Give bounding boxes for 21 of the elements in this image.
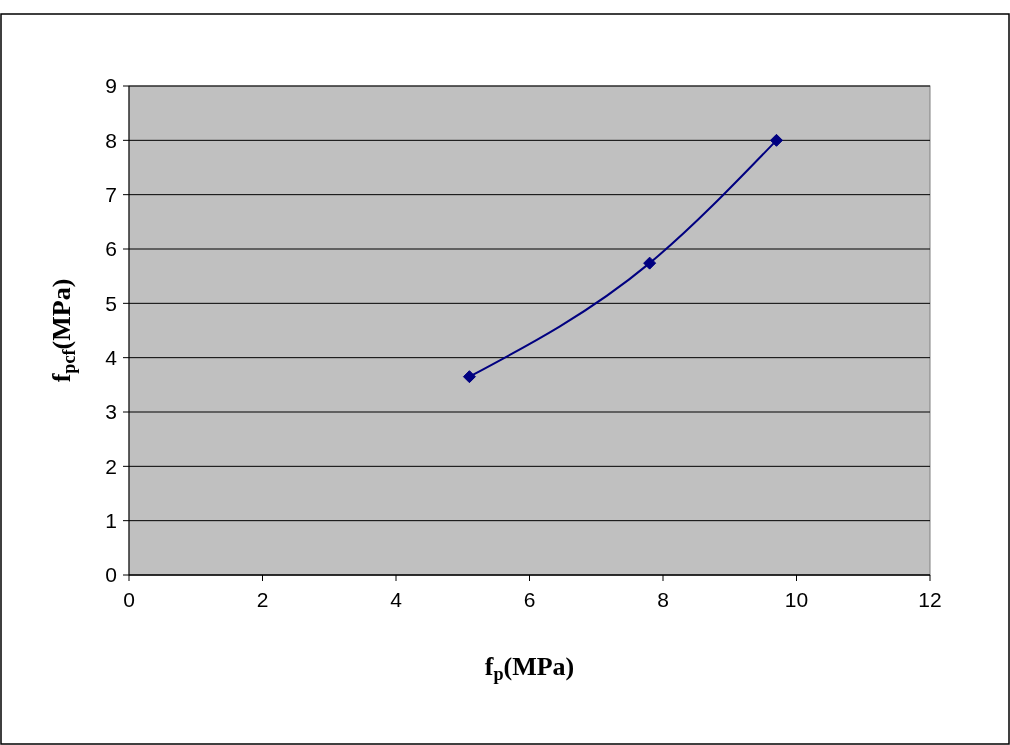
point: [462, 370, 476, 384]
x-tick-label: 6: [523, 588, 536, 611]
x-tick-label: 10: [784, 588, 809, 611]
point: [769, 133, 783, 147]
y-tick-label: 6: [105, 237, 117, 261]
point: [643, 256, 657, 270]
x-tick-label: 12: [918, 588, 942, 611]
y-tick-label: 2: [105, 454, 117, 478]
y-tick-label: 1: [105, 509, 117, 533]
x-tick-label: 8: [657, 588, 669, 611]
y-tick-label: 4: [105, 346, 118, 370]
x-tick-label: 4: [390, 588, 403, 611]
y-tick-label: 9: [105, 74, 117, 98]
y-tick-label: 8: [105, 128, 117, 152]
x-tick-label: 0: [123, 588, 135, 611]
x-axis-title: f$_{p}$(MPa): [484, 652, 575, 684]
x-tick-label: 2: [256, 588, 269, 611]
y-tick-label: 0: [105, 563, 117, 587]
y-tick-label: 7: [105, 183, 117, 207]
y-tick-label: 5: [105, 291, 117, 315]
y-tick-label: 3: [105, 400, 117, 424]
